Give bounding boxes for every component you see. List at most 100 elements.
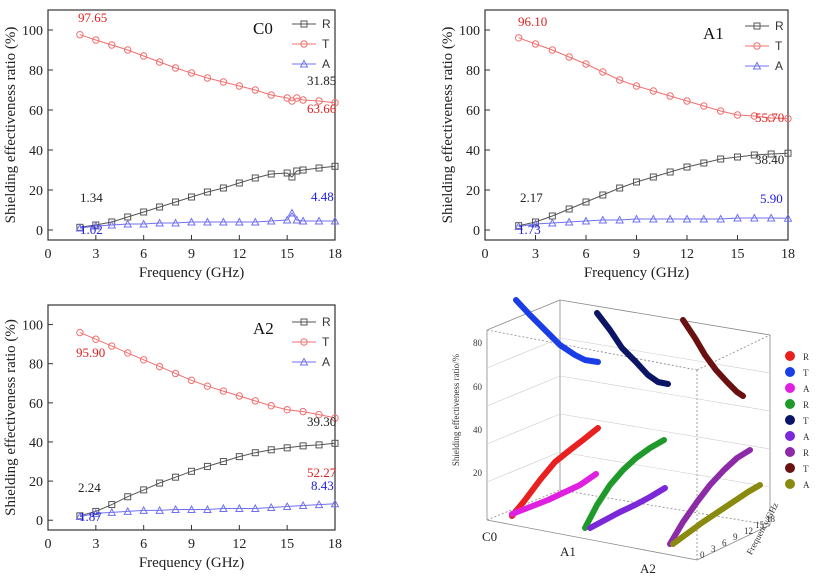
point-T: [700, 102, 708, 110]
point-A: [314, 500, 324, 509]
series-curve-R: [667, 447, 753, 547]
category-label: A1: [560, 544, 576, 559]
point-A: [733, 213, 742, 222]
legend-label-3d: T: [803, 416, 809, 426]
series-curve-A: [509, 471, 599, 517]
data-label: 31.85: [307, 73, 336, 88]
legend-label-3d: A: [803, 384, 810, 394]
point-R: [156, 203, 164, 211]
data-label: 1.87: [79, 509, 102, 524]
point-R: [203, 188, 211, 196]
legend-marker-3d: [785, 399, 795, 409]
box-edge: [696, 524, 771, 561]
legend-label: R: [775, 19, 784, 33]
series-curve-T: [594, 310, 671, 387]
point-A: [564, 217, 574, 226]
point-T: [784, 114, 792, 123]
point-A: [187, 504, 196, 513]
point-A: [171, 504, 180, 513]
point-R: [288, 173, 296, 181]
grid-line: [559, 375, 771, 412]
series-curve-A: [587, 485, 668, 531]
freq-tick-label: 6: [722, 538, 727, 548]
point-T: [531, 40, 540, 48]
x-tick-label: 15: [280, 537, 294, 552]
point-T: [293, 94, 301, 102]
panel-A2: 0 3 6 9 12 15 18 0 20 40 60 80 100 Frequency (GHz) Shi…: [3, 304, 342, 571]
point-A: [91, 221, 101, 230]
point-R: [734, 153, 741, 161]
z-tick-label: 20: [473, 468, 483, 478]
freq-tick-label: 0: [700, 550, 705, 560]
point-R: [299, 442, 307, 450]
data-label: 95.90: [76, 345, 105, 360]
data-label: 5.90: [760, 191, 783, 206]
point-R: [188, 467, 195, 475]
panel-title: A2: [253, 319, 274, 338]
point-T: [139, 52, 148, 60]
point-T: [267, 91, 275, 99]
grid-line: [486, 375, 561, 407]
point-T: [733, 111, 742, 119]
series-line-A: [79, 503, 336, 518]
legend-label: A: [322, 57, 330, 71]
point-T: [251, 397, 259, 405]
plot-frame: [47, 9, 336, 241]
point-A: [514, 221, 524, 231]
y-axis-label-3d: Shielding effectiveness ratio/%: [451, 353, 461, 466]
y-tick-label: 40: [29, 144, 43, 159]
legend-label: T: [322, 37, 330, 51]
point-T: [632, 82, 641, 90]
data-label: 97.65: [78, 10, 107, 25]
point-A: [75, 223, 85, 232]
point-T: [331, 414, 339, 422]
y-tick-label: 0: [473, 224, 480, 239]
point-A: [314, 216, 324, 225]
point-T: [767, 114, 775, 122]
data-label: 55.70: [755, 110, 784, 125]
y-tick-label: 80: [29, 64, 43, 79]
point-R: [140, 486, 148, 494]
point-T: [108, 41, 116, 49]
point-A: [91, 508, 101, 517]
point-R: [532, 218, 539, 226]
x-tick-label: 9: [188, 537, 195, 552]
x-tick-label: 18: [328, 537, 342, 552]
y-axis-label: Shielding effectiveness ratio (%): [3, 319, 19, 516]
point-T: [716, 107, 725, 115]
data-label: 52.27: [307, 465, 337, 480]
y-axis-label: Shielding effectiveness ratio (%): [3, 27, 19, 224]
point-T: [108, 342, 116, 350]
series-line-A: [518, 217, 789, 227]
freq-tick-label: 15: [755, 520, 765, 530]
point-A: [699, 214, 709, 223]
x-tick-label: 12: [232, 537, 246, 552]
point-T: [92, 335, 100, 343]
point-R: [219, 184, 227, 192]
legend-label-3d: R: [803, 400, 809, 410]
box-edge: [696, 334, 771, 371]
y-tick-label: 20: [466, 184, 480, 199]
point-T: [171, 64, 180, 72]
legend-label-3d: R: [803, 448, 809, 458]
z-tick-label: 80: [473, 338, 483, 348]
point-T: [599, 68, 607, 76]
legend-label: T: [322, 335, 330, 349]
legend-marker-3d: [785, 415, 795, 425]
point-R: [203, 462, 211, 470]
legend-marker: [299, 59, 309, 68]
point-R: [92, 507, 100, 515]
data-label: 38.40: [755, 152, 784, 167]
point-A: [187, 217, 196, 226]
point-A: [648, 214, 658, 223]
box-edge: [486, 299, 561, 331]
point-A: [266, 502, 276, 511]
point-T: [219, 387, 228, 395]
grid-line: [559, 451, 771, 488]
point-T: [235, 392, 244, 400]
legend-label-3d: T: [803, 464, 809, 474]
legend-label-3d: T: [803, 368, 809, 378]
freq-tick-label: 12: [744, 526, 753, 536]
plot-frame: [47, 304, 336, 531]
